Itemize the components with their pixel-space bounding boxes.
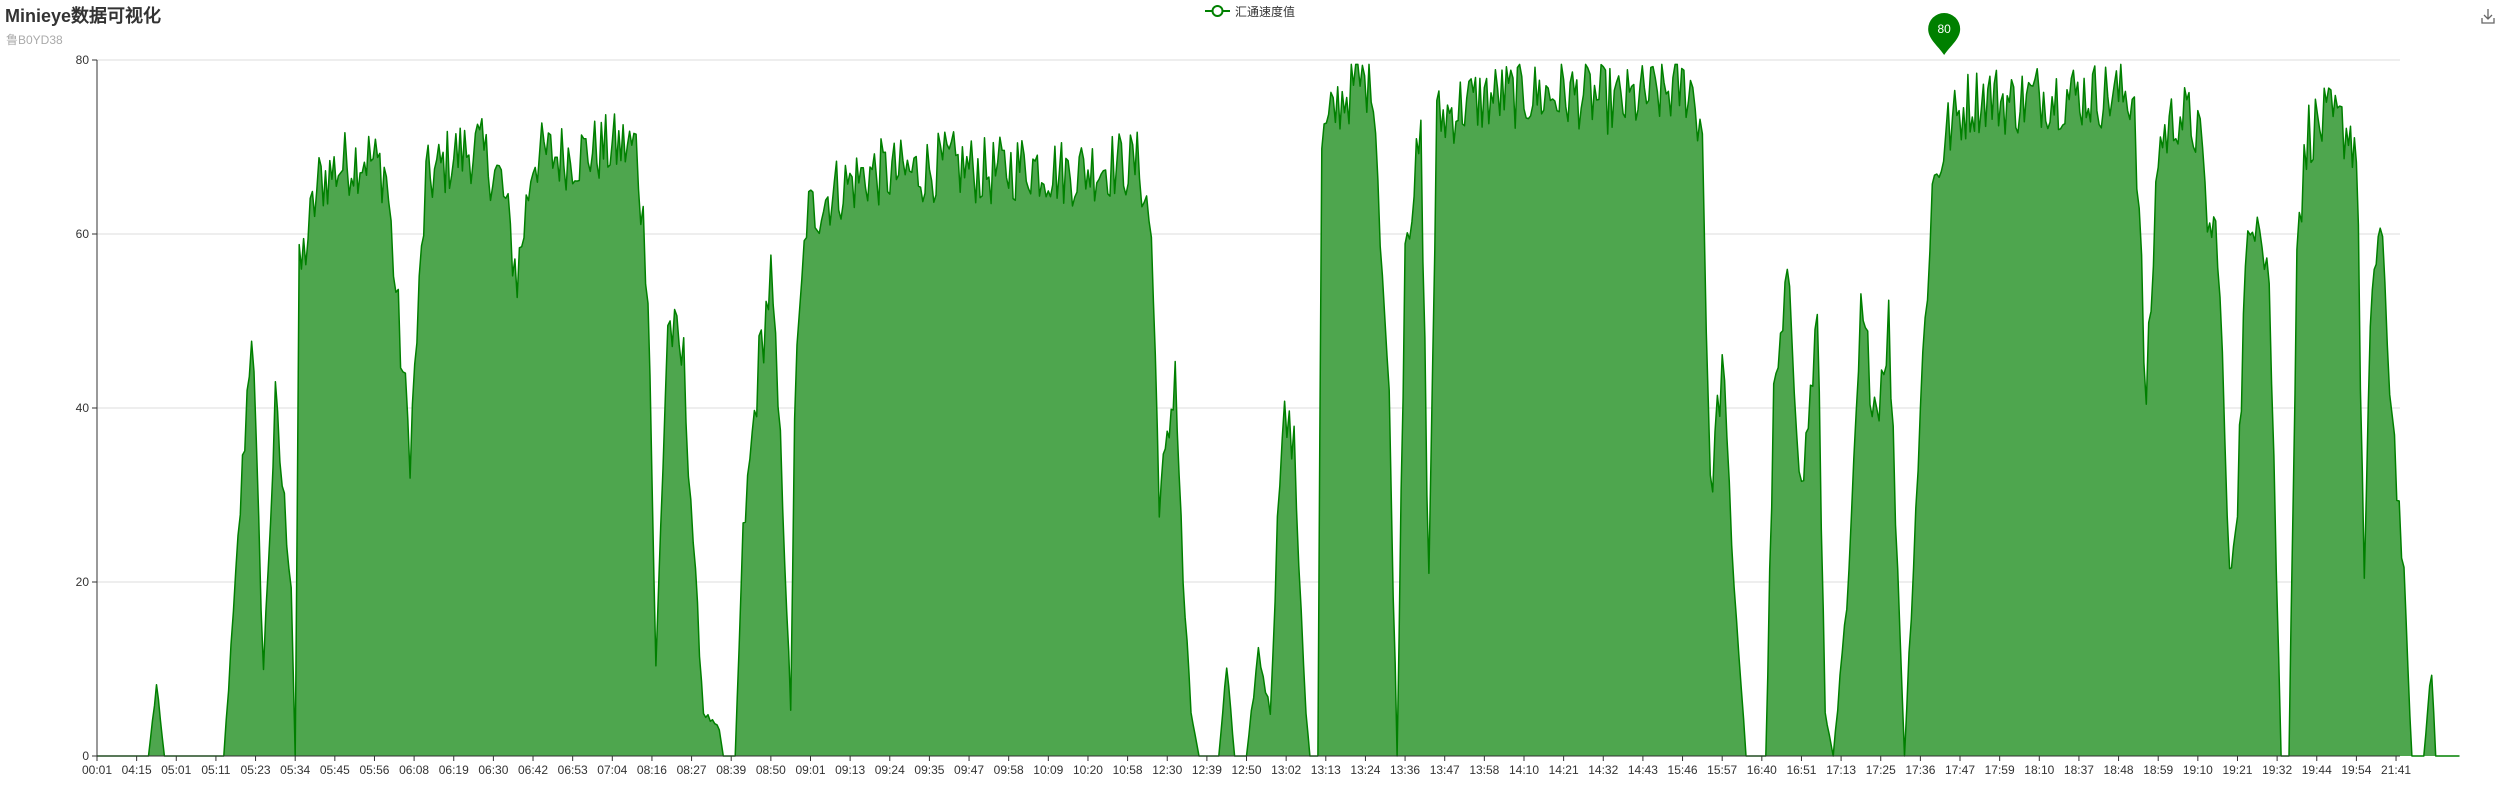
download-icon[interactable] [2478,6,2498,26]
x-tick-label: 05:56 [359,763,389,777]
x-tick-label: 16:40 [1747,763,1777,777]
x-tick-label: 19:32 [2262,763,2292,777]
x-tick-label: 07:04 [597,763,627,777]
x-tick-label: 14:21 [1549,763,1579,777]
legend-label: 汇通速度值 [1235,4,1296,19]
x-tick-label: 12:50 [1232,763,1262,777]
x-tick-label: 19:54 [2341,763,2371,777]
x-tick-label: 10:20 [1073,763,1103,777]
x-tick-label: 12:39 [1192,763,1222,777]
legend-line-circle-icon [1205,5,1230,17]
x-tick-label: 00:01 [82,763,112,777]
x-tick-label: 18:10 [2024,763,2054,777]
y-tick-label: 40 [76,401,90,415]
max-value-marker: 80 [1928,13,1961,55]
x-tick-label: 18:48 [2104,763,2134,777]
x-tick-label: 17:59 [1985,763,2015,777]
x-tick-label: 05:34 [280,763,310,777]
x-tick-label: 17:36 [1905,763,1935,777]
x-tick-label: 04:15 [122,763,152,777]
x-tick-label: 15:57 [1707,763,1737,777]
x-tick-label: 09:58 [994,763,1024,777]
speed-series-line [97,63,2460,757]
x-tick-label: 08:39 [716,763,746,777]
chart-title: Minieye数据可视化 [5,6,162,26]
legend-item-speed[interactable]: 汇通速度值 [1205,1,1295,21]
x-tick-label: 05:01 [161,763,191,777]
x-tick-label: 10:09 [1033,763,1063,777]
x-tick-label: 06:53 [558,763,588,777]
x-tick-label: 19:44 [2302,763,2332,777]
x-tick-label: 13:24 [1350,763,1380,777]
x-tick-label: 09:47 [954,763,984,777]
x-tick-label: 13:13 [1311,763,1341,777]
x-tick-label: 18:37 [2064,763,2094,777]
x-tick-label: 15:46 [1668,763,1698,777]
y-tick-label: 80 [76,53,90,67]
y-tick-label: 20 [76,575,90,589]
x-tick-label: 16:51 [1786,763,1816,777]
x-tick-label: 12:30 [1152,763,1182,777]
x-tick-label: 17:25 [1866,763,1896,777]
x-tick-label: 19:21 [2222,763,2252,777]
x-tick-label: 14:32 [1588,763,1618,777]
x-tick-label: 14:43 [1628,763,1658,777]
chart-subtitle: 鲁B0YD38 [6,33,63,47]
x-tick-label: 06:30 [478,763,508,777]
x-tick-label: 13:02 [1271,763,1301,777]
x-tick-label: 19:10 [2183,763,2213,777]
x-tick-label: 05:23 [241,763,271,777]
x-tick-label: 06:08 [399,763,429,777]
x-tick-label: 06:42 [518,763,548,777]
marker-pin-shape [1928,13,1961,55]
x-tick-label: 13:36 [1390,763,1420,777]
speed-area-fill [97,64,2460,756]
x-tick-label: 14:10 [1509,763,1539,777]
x-tick-label: 09:35 [914,763,944,777]
x-tick-label: 09:13 [835,763,865,777]
y-tick-label: 60 [76,227,90,241]
y-tick-label: 0 [82,749,89,763]
x-tick-label: 17:13 [1826,763,1856,777]
x-tick-label: 10:58 [1113,763,1143,777]
x-tick-label: 08:50 [756,763,786,777]
x-tick-label: 09:01 [795,763,825,777]
x-tick-label: 18:59 [2143,763,2173,777]
x-tick-label: 08:27 [677,763,707,777]
x-tick-label: 09:24 [875,763,905,777]
x-tick-label: 13:47 [1430,763,1460,777]
x-tick-label: 08:16 [637,763,667,777]
marker-label: 80 [1937,22,1951,36]
x-tick-label: 06:19 [439,763,469,777]
x-tick-label: 17:47 [1945,763,1975,777]
x-tick-label: 05:11 [201,763,230,777]
x-tick-label: 05:45 [320,763,350,777]
x-tick-label: 13:58 [1469,763,1499,777]
x-tick-label: 21:41 [2381,763,2411,777]
